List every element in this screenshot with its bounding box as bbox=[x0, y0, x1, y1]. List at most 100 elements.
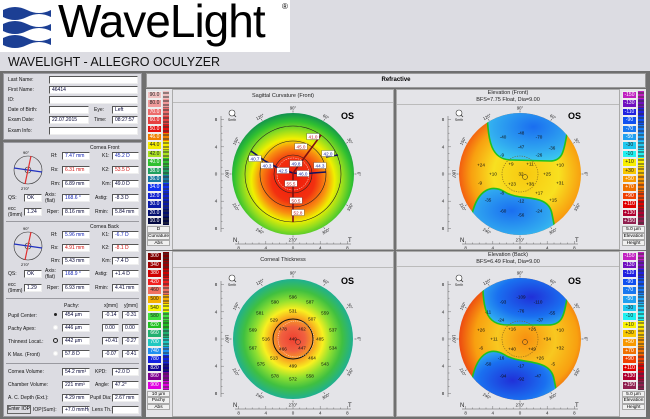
scale-swatch[interactable]: 380 bbox=[147, 269, 162, 278]
first-name-field[interactable]: 46414 bbox=[49, 86, 138, 94]
last-name-field[interactable] bbox=[49, 76, 138, 84]
thickness-map-canvas[interactable]: 596 590 587 581 531 559 529 507 569 478 462 537 516 4… bbox=[173, 252, 394, 417]
scale-swatch[interactable]: 80.0 bbox=[147, 99, 162, 108]
scale-swatch[interactable]: +50 bbox=[622, 175, 637, 184]
scale-swatch[interactable]: -130 bbox=[622, 99, 637, 108]
scale-footer-label[interactable]: Curvature bbox=[147, 233, 170, 240]
scale-swatch[interactable]: 34.0 bbox=[147, 183, 162, 192]
scale-swatch[interactable]: +110 bbox=[622, 200, 637, 209]
scale-swatch[interactable]: 580 bbox=[147, 312, 162, 321]
scale-swatch[interactable]: 780 bbox=[147, 355, 162, 364]
scale-footer-label[interactable]: Height bbox=[622, 403, 645, 411]
scale-swatch[interactable]: 44.0 bbox=[147, 141, 162, 150]
exam-date-field[interactable]: 22.07.2015 bbox=[49, 116, 89, 124]
scale-swatch[interactable]: 38.0 bbox=[147, 166, 162, 175]
sagittal-map-canvas[interactable]: 41.045.0 42.0 40.740.3 42.5 49.8 44.3 46.055.5… bbox=[173, 90, 394, 250]
scale-swatch[interactable]: -30 bbox=[622, 303, 637, 313]
scale-swatch[interactable]: 50.0 bbox=[147, 124, 162, 133]
scale-swatch[interactable]: 70.0 bbox=[147, 107, 162, 117]
pachy-color-scale[interactable]: 300 340 380 420 460 500 540 580 620 660 700 740 780 8… bbox=[146, 251, 171, 417]
smooth-magnifier-icon[interactable] bbox=[228, 274, 236, 282]
scale-swatch[interactable]: +150 bbox=[622, 217, 637, 226]
scale-swatch[interactable]: -150 bbox=[622, 91, 637, 100]
scale-swatch[interactable]: +150 bbox=[622, 381, 637, 390]
elevation-back-canvas[interactable]: -93-109-110-11 -76 -55-24 -37+26 +16 +26 +10+1… bbox=[397, 252, 620, 417]
smooth-magnifier-icon[interactable] bbox=[455, 109, 463, 117]
id-field[interactable] bbox=[49, 96, 138, 104]
scale-swatch[interactable]: +30 bbox=[622, 166, 637, 175]
scale-footer-label[interactable]: 5.0 µm bbox=[622, 390, 645, 398]
scale-footer-label[interactable]: Elevation bbox=[622, 397, 645, 404]
scale-footer-label[interactable]: 10 µm bbox=[147, 390, 170, 398]
scale-swatch[interactable]: 660 bbox=[147, 329, 162, 338]
scale-swatch[interactable]: 46.0 bbox=[147, 133, 162, 142]
scale-swatch[interactable]: 620 bbox=[147, 320, 162, 330]
scale-swatch[interactable]: -90 bbox=[622, 116, 637, 125]
scale-swatch[interactable]: 32.0 bbox=[147, 191, 162, 201]
scale-swatch[interactable]: 860 bbox=[147, 372, 162, 381]
lens-thickness-field[interactable] bbox=[112, 406, 139, 414]
scale-swatch[interactable]: +70 bbox=[622, 346, 637, 356]
eye-field[interactable]: Left bbox=[112, 106, 138, 114]
scale-swatch[interactable]: 420 bbox=[147, 277, 162, 287]
scale-swatch[interactable]: 740 bbox=[147, 346, 162, 356]
scale-swatch[interactable]: -50 bbox=[622, 295, 637, 304]
scale-swatch[interactable]: 540 bbox=[147, 303, 162, 313]
smooth-magnifier-icon[interactable] bbox=[455, 274, 463, 282]
smooth-magnifier-icon[interactable] bbox=[228, 109, 236, 117]
curvature-color-scale[interactable]: 90.0 80.0 70.0 60.0 50.0 46.0 44.0 42.0 40.0 38.0… bbox=[146, 89, 171, 250]
time-field[interactable]: 08:27:57 bbox=[112, 116, 138, 124]
scale-swatch[interactable]: 700 bbox=[147, 338, 162, 347]
scale-swatch[interactable]: -110 bbox=[622, 269, 637, 278]
scale-swatch[interactable]: 900 bbox=[147, 381, 162, 390]
scale-swatch[interactable]: +130 bbox=[622, 208, 637, 217]
scale-swatch[interactable]: -10 bbox=[622, 312, 637, 321]
scale-swatch[interactable]: +110 bbox=[622, 363, 637, 373]
scale-swatch[interactable]: +30 bbox=[622, 329, 637, 338]
scale-swatch[interactable]: 36.0 bbox=[147, 175, 162, 184]
scale-swatch[interactable]: 300 bbox=[147, 252, 162, 261]
scale-swatch[interactable]: +90 bbox=[622, 355, 637, 364]
exam-info-field[interactable] bbox=[49, 127, 138, 135]
refractive-tab[interactable]: Refractive bbox=[146, 73, 646, 88]
scale-footer-label[interactable]: Elevation bbox=[622, 233, 645, 240]
scale-swatch[interactable]: -70 bbox=[622, 286, 637, 295]
scale-swatch[interactable]: 460 bbox=[147, 286, 162, 295]
scale-swatch[interactable]: 10.0 bbox=[147, 217, 162, 226]
scale-swatch[interactable]: +70 bbox=[622, 183, 637, 192]
scale-swatch[interactable]: -70 bbox=[622, 124, 637, 133]
elevation-color-scale[interactable]: -150 -130 -110 -90 -70 -50 -30 -10 +10 +30 +50 +70 +… bbox=[621, 89, 646, 250]
scale-swatch[interactable]: 30.0 bbox=[147, 200, 162, 209]
scale-footer-label[interactable]: Abs bbox=[147, 403, 170, 411]
scale-swatch[interactable]: 820 bbox=[147, 363, 162, 373]
scale-swatch[interactable]: -150 bbox=[622, 252, 637, 261]
scale-swatch[interactable]: -90 bbox=[622, 277, 637, 287]
scale-swatch[interactable]: 42.0 bbox=[147, 149, 162, 159]
smooth-label[interactable]: Smth bbox=[455, 283, 463, 287]
scale-swatch[interactable]: -50 bbox=[622, 133, 637, 142]
scale-swatch[interactable]: +10 bbox=[622, 320, 637, 330]
scale-swatch[interactable]: +10 bbox=[622, 158, 637, 167]
scale-swatch[interactable]: 90.0 bbox=[147, 91, 162, 100]
scale-footer-label[interactable]: Abs bbox=[147, 239, 170, 247]
scale-footer-label[interactable]: 5.0 µm bbox=[622, 226, 645, 233]
scale-footer-label[interactable]: D bbox=[147, 226, 170, 233]
scale-footer-label[interactable]: Height bbox=[622, 239, 645, 247]
scale-swatch[interactable]: 60.0 bbox=[147, 116, 162, 125]
scale-swatch[interactable]: 20.0 bbox=[147, 208, 162, 217]
scale-swatch[interactable]: -30 bbox=[622, 141, 637, 150]
scale-swatch[interactable]: +130 bbox=[622, 372, 637, 381]
scale-swatch[interactable]: +90 bbox=[622, 191, 637, 201]
scale-swatch[interactable]: 340 bbox=[147, 260, 162, 270]
enter-iop-button[interactable]: Enter IOP bbox=[7, 405, 31, 414]
scale-swatch[interactable]: 40.0 bbox=[147, 158, 162, 167]
smooth-label[interactable]: Smth bbox=[455, 118, 463, 122]
scale-footer-label[interactable]: Pachy bbox=[147, 397, 170, 404]
smooth-label[interactable]: Smth bbox=[228, 118, 236, 122]
scale-swatch[interactable]: +50 bbox=[622, 338, 637, 347]
elevation-color-scale[interactable]: -150 -130 -110 -90 -70 -50 -30 -10 +10 +30 +50 +70 +… bbox=[621, 251, 646, 417]
scale-swatch[interactable]: 500 bbox=[147, 295, 162, 304]
scale-swatch[interactable]: -110 bbox=[622, 107, 637, 117]
smooth-label[interactable]: Smth bbox=[228, 283, 236, 287]
scale-swatch[interactable]: -10 bbox=[622, 149, 637, 159]
